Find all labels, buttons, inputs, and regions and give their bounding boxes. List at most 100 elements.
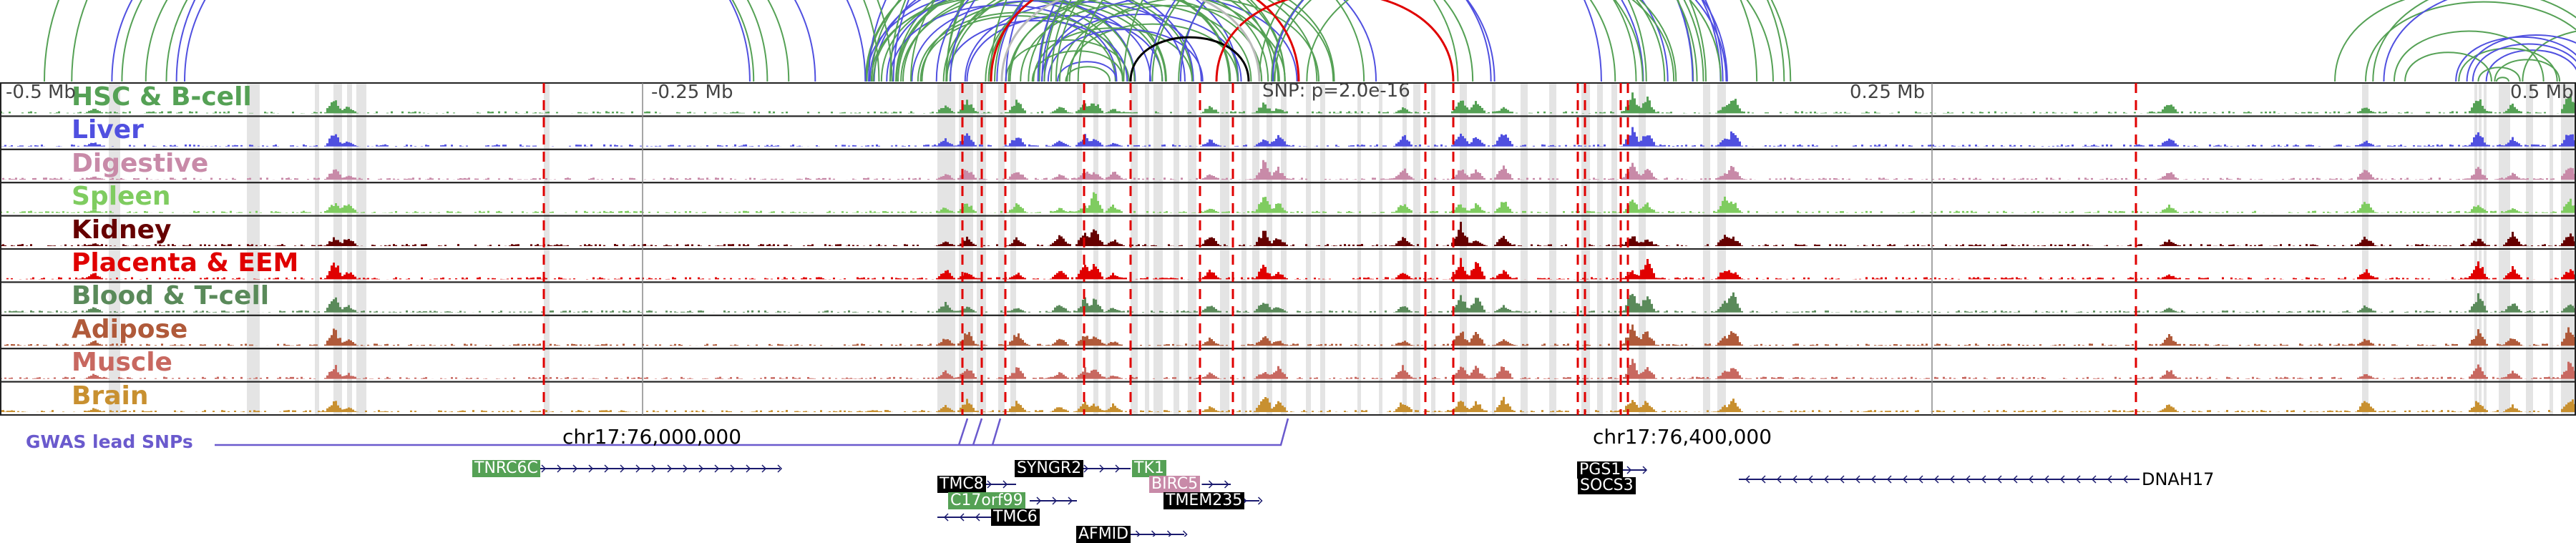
gene-label-c17orf99[interactable]: C17orf99 [948,492,1025,509]
signal-track-6 [0,292,2576,313]
strand-arrow [1902,475,1908,484]
loop-arc [2334,0,2576,82]
axis-label-left: -0.5 Mb [6,82,76,103]
strand-arrow [683,464,688,473]
strand-arrow [1166,530,1172,537]
strand-arrow [746,464,751,473]
gene-label-tmc6[interactable]: TMC6 [991,509,1040,526]
track-frame [0,148,2576,184]
loop-arc [1129,36,1250,82]
strand-arrow [2028,475,2034,484]
strand-arrow [2107,475,2112,484]
strand-arrow [1068,496,1073,505]
loop-arc [2477,67,2521,82]
signal-track-7 [0,324,2576,346]
track-label: Blood & T-cell [72,281,270,311]
loop-arc [2522,30,2576,82]
strand-arrow [588,464,594,473]
axis-label-right-mid: 0.25 Mb [1850,82,1926,103]
loop-arc [985,0,1318,82]
loop-arc [1274,0,1677,82]
strand-arrow [1965,475,1971,484]
track-frame [0,314,2576,350]
signal-track-8 [0,358,2576,379]
strand-arrow [1036,496,1042,505]
track-label: Placenta & EEM [72,248,299,278]
gene-label-tnrc6c[interactable]: TNRC6C [472,460,540,477]
strand-arrow [1807,475,1813,484]
track-label: HSC & B-cell [72,82,252,112]
strand-arrow [2122,475,2128,484]
loop-arc [869,0,1194,82]
strand-arrow [1208,480,1214,489]
gene-label-afmid[interactable]: AFMID [1076,526,1131,543]
loop-arc [870,0,1123,82]
gene-label-syngr2[interactable]: SYNGR2 [1015,460,1084,477]
strand-arrow [1839,475,1845,484]
strand-arrow [2012,475,2018,484]
loop-arc [897,0,1230,82]
strand-arrow [943,513,949,522]
strand-arrow [1886,475,1892,484]
loop-arc [2494,59,2561,82]
loop-arc [2455,36,2576,82]
gene-label-birc5[interactable]: BIRC5 [1149,476,1201,493]
strand-arrow [1182,530,1188,537]
track-frame [0,248,2576,283]
signal-track-1 [0,127,2576,147]
loop-arc [2365,1,2576,82]
loop-arc [935,0,1377,82]
strand-arrow [557,464,562,473]
loop-arc [921,0,1163,82]
snp-pvalue-label: SNP: p=2.0e-16 [1262,80,1410,102]
strand-arrow [604,464,610,473]
loop-arc [1065,66,1111,82]
strand-arrow [2059,475,2065,484]
strand-arrow [959,513,965,522]
loop-arc [1272,0,1727,82]
track-label: Brain [72,381,149,411]
strand-arrow [1626,466,1632,474]
strand-arrow [572,464,578,473]
loop-arc [1028,0,1335,82]
loop-arc [895,0,1231,82]
signal-track-9 [0,396,2576,412]
loop-arc [949,0,1269,82]
strand-arrow [1776,475,1782,484]
track-label: Muscle [72,348,172,378]
strand-arrow [1002,480,1008,489]
loop-arc [990,0,1300,82]
strand-arrow [620,464,625,473]
loop-arc [2372,0,2429,82]
loop-arc [2485,49,2576,82]
loop-arc [1020,3,1252,82]
signal-track-3 [0,192,2576,213]
gene-label-tmc8[interactable]: TMC8 [937,476,986,493]
signal-track-4 [0,221,2576,246]
strand-arrow [1855,475,1860,484]
loop-arc [2393,30,2545,82]
strand-arrow [2044,475,2049,484]
gene-label-dnah17[interactable]: DNAH17 [2142,469,2215,489]
loop-arc [1000,0,1261,82]
gene-label-tk1[interactable]: TK1 [1132,460,1166,477]
track-frame [0,182,2576,217]
strand-arrow [1257,496,1263,505]
gene-label-socs3[interactable]: SOCS3 [1578,477,1636,494]
loop-arc [1047,29,1204,82]
loop-arc [917,11,1124,82]
strand-arrow [1870,475,1876,484]
coord-label-left: chr17:76,000,000 [562,425,742,449]
gene-label-pgs1[interactable]: PGS1 [1577,461,1624,479]
gene-label-tmem235[interactable]: TMEM235 [1163,492,1245,509]
strand-arrow [714,464,720,473]
loop-arc [1033,27,1194,82]
strand-arrow [2075,475,2081,484]
loop-arc [919,15,1116,82]
track-label: Liver [72,115,144,145]
loop-arc [2458,47,2558,82]
loop-arc [945,19,1128,82]
loop-arc [1031,50,1124,82]
track-label: Digestive [72,148,209,178]
